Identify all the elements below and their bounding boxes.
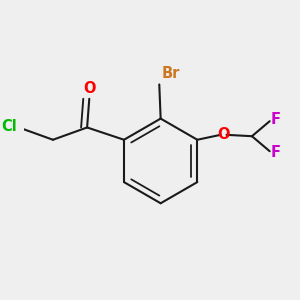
Text: O: O: [83, 80, 95, 95]
Text: Cl: Cl: [1, 118, 16, 134]
Text: Br: Br: [162, 66, 180, 81]
Text: F: F: [271, 145, 281, 160]
Text: F: F: [271, 112, 281, 127]
Text: O: O: [217, 127, 230, 142]
